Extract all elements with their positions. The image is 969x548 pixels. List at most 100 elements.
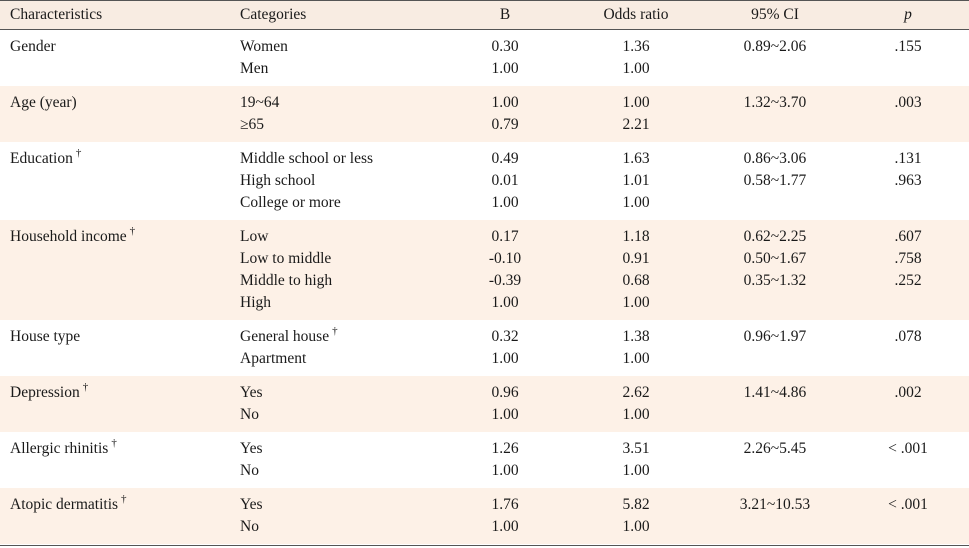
b-value: 1.00 — [491, 194, 519, 211]
odds-ratio-value: 2.21 — [622, 116, 650, 133]
b-value: 1.00 — [491, 294, 519, 311]
odds-ratio-value: 3.51 — [622, 440, 650, 457]
characteristic-text: House type — [10, 328, 81, 345]
characteristic-text: Age (year) — [10, 94, 77, 111]
p-value: .002 — [894, 384, 922, 401]
table-group: Household income † Low 0.17 1.18 0.62~2.25 .60… — [0, 220, 969, 320]
category-cell: Middle to high — [240, 270, 332, 292]
category-cell: Men — [240, 58, 268, 80]
ci-value: 2.26~5.45 — [743, 440, 807, 457]
ci-value: 0.58~1.77 — [743, 172, 807, 189]
characteristic-label: Age (year) — [10, 92, 77, 114]
p-value: .003 — [894, 94, 922, 111]
characteristic-label: Depression † — [10, 381, 88, 404]
header-b: B — [499, 6, 511, 23]
p-value: .131 — [894, 150, 922, 167]
characteristic-label: House type — [10, 326, 80, 348]
characteristic-text: Atopic dermatitis — [10, 496, 119, 513]
b-value: 0.01 — [491, 172, 519, 189]
ci-value: 0.86~3.06 — [743, 150, 807, 167]
b-value: 0.32 — [491, 328, 519, 345]
ci-value: 1.32~3.70 — [743, 94, 807, 111]
table-group: Age (year) 19~64 1.00 1.00 1.32~3.70 .003 ≥65 0… — [0, 86, 969, 142]
b-value: 0.49 — [491, 150, 519, 167]
dagger-footnote-mark: † — [121, 492, 127, 505]
b-value: 1.00 — [491, 94, 519, 111]
odds-ratio-value: 1.00 — [622, 350, 650, 367]
odds-ratio-value: 1.01 — [622, 172, 650, 189]
p-value: .963 — [894, 172, 922, 189]
b-value: 1.26 — [491, 440, 519, 457]
header-categories: Categories — [240, 6, 307, 23]
b-value: 1.00 — [491, 60, 519, 77]
category-cell: Yes — [240, 438, 263, 460]
ci-value: 0.35~1.32 — [743, 272, 807, 289]
characteristic-text: Gender — [10, 38, 56, 55]
characteristic-text: Depression — [10, 384, 80, 401]
ci-value: 0.96~1.97 — [743, 328, 807, 345]
odds-ratio-value: 1.00 — [622, 94, 650, 111]
b-value: 0.30 — [491, 38, 519, 55]
odds-ratio-value: 1.00 — [622, 406, 650, 423]
odds-ratio-value: 1.00 — [622, 518, 650, 535]
odds-ratio-value: 1.63 — [622, 150, 650, 167]
category-text: Middle to high — [240, 272, 333, 289]
characteristic-label: Gender — [10, 36, 56, 58]
category-text: Low — [240, 228, 269, 245]
category-text: Women — [240, 38, 288, 55]
category-cell: Women — [240, 36, 288, 58]
b-value: 1.00 — [491, 350, 519, 367]
odds-ratio-value: 1.38 — [622, 328, 650, 345]
characteristic-text: Household income — [10, 228, 127, 245]
odds-ratio-value: 0.68 — [622, 272, 650, 289]
ci-value: 0.50~1.67 — [743, 250, 807, 267]
category-text: High — [240, 294, 271, 311]
p-value: .252 — [894, 272, 922, 289]
category-cell: 19~64 — [240, 92, 279, 114]
category-text: No — [240, 518, 259, 535]
header-characteristics: Characteristics — [10, 6, 103, 23]
odds-ratio-value: 0.91 — [622, 250, 650, 267]
table-group: Depression † Yes 0.96 2.62 1.41~4.86 .002 No 1.0… — [0, 376, 969, 432]
dagger-footnote-mark: † — [129, 224, 136, 237]
ci-value: 0.62~2.25 — [743, 228, 807, 245]
table-header-row: Characteristics Categories B Odds ratio … — [0, 0, 969, 30]
table-group: Atopic dermatitis † Yes 1.76 5.82 3.21~10.53 <… — [0, 488, 969, 544]
category-cell: ≥65 — [240, 114, 264, 136]
header-ci: 95% CI — [751, 6, 799, 23]
b-value: 1.00 — [491, 462, 519, 479]
category-cell: Middle school or less — [240, 148, 373, 170]
category-text: High school — [240, 172, 316, 189]
odds-ratio-value: 5.82 — [622, 496, 650, 513]
category-cell: Low — [240, 226, 268, 248]
dagger-footnote-mark: † — [75, 146, 82, 159]
category-text: No — [240, 462, 259, 479]
category-text: Yes — [240, 440, 263, 457]
odds-ratio-value: 1.00 — [622, 194, 650, 211]
characteristic-label: Household income † — [10, 224, 136, 248]
category-text: Yes — [240, 384, 263, 401]
p-value: .155 — [894, 38, 922, 55]
category-cell: Apartment — [240, 348, 306, 370]
table-body: Gender Women 0.30 1.36 0.89~2.06 .155 Men 1.00 1… — [0, 30, 969, 544]
header-p: p — [904, 6, 912, 23]
category-text: Middle school or less — [240, 150, 374, 167]
p-value: < .001 — [888, 496, 928, 513]
b-value: 0.96 — [491, 384, 519, 401]
category-text: Low to middle — [240, 250, 332, 267]
dagger-footnote-mark: † — [332, 324, 338, 337]
category-text: 19~64 — [240, 94, 280, 111]
b-value: 1.76 — [491, 496, 519, 513]
characteristic-text: Education — [10, 150, 73, 167]
category-text: No — [240, 406, 259, 423]
header-odds-ratio: Odds ratio — [603, 6, 669, 23]
odds-ratio-value: 2.62 — [622, 384, 650, 401]
b-value: -0.39 — [488, 272, 522, 289]
p-value: .607 — [894, 228, 922, 245]
category-text: ≥65 — [240, 116, 265, 133]
table-group: Education † Middle school or less 0.49 1.63 0… — [0, 142, 969, 220]
category-cell: Low to middle — [240, 248, 331, 270]
category-text: General house — [240, 328, 330, 345]
category-text: College or more — [240, 194, 341, 211]
